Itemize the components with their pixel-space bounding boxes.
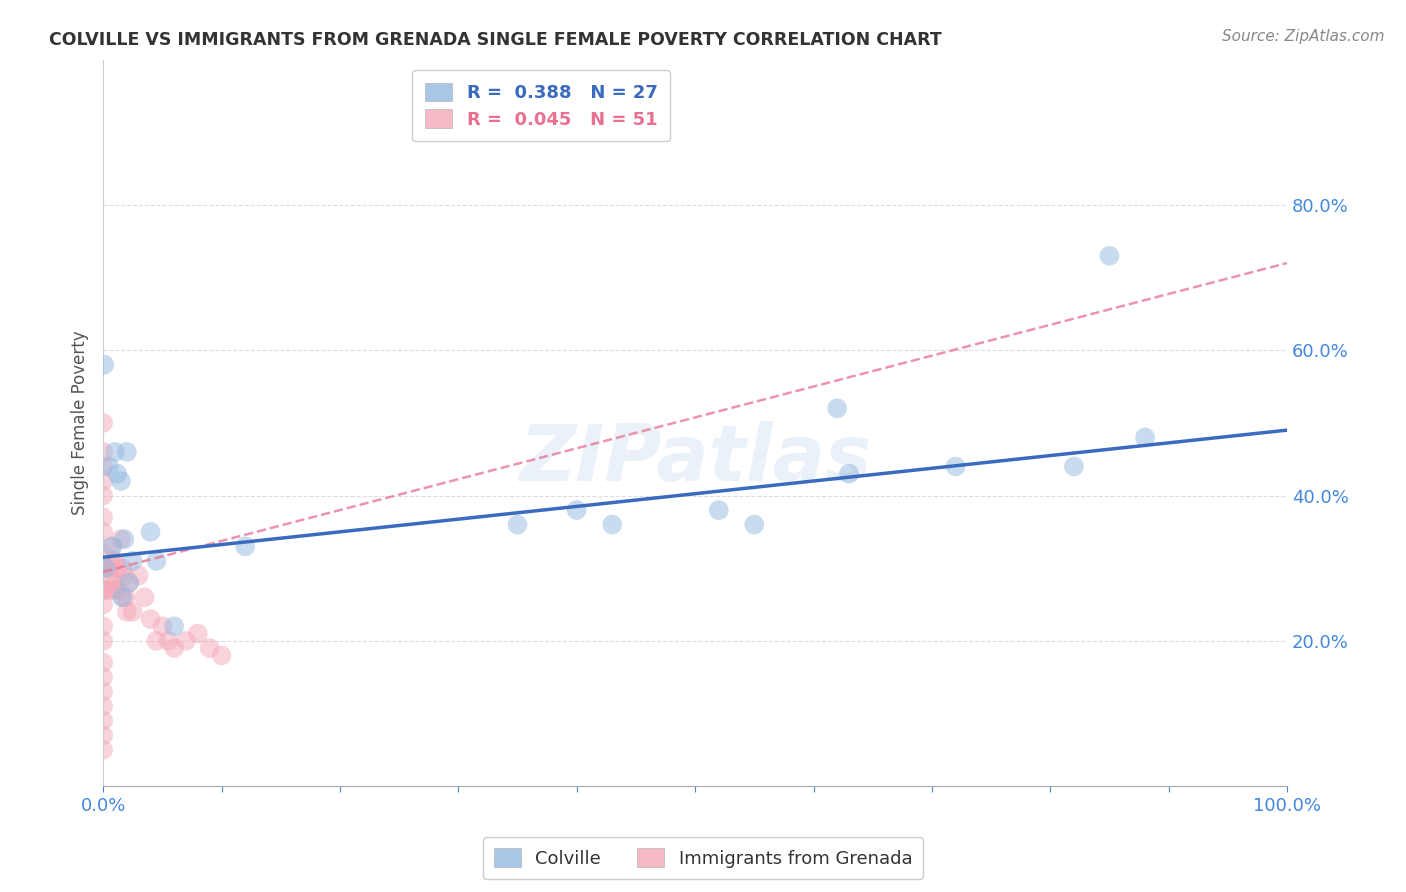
Text: Source: ZipAtlas.com: Source: ZipAtlas.com	[1222, 29, 1385, 44]
Point	[91, 416, 114, 430]
Point	[91, 582, 114, 597]
Point	[1133, 430, 1156, 444]
Point	[139, 524, 162, 539]
Point	[104, 445, 127, 459]
Point	[233, 540, 256, 554]
Point	[163, 641, 186, 656]
Point	[157, 633, 180, 648]
Point	[91, 547, 114, 561]
Point	[112, 591, 135, 605]
Point	[1098, 249, 1121, 263]
Point	[91, 684, 114, 698]
Legend: R =  0.388   N = 27, R =  0.045   N = 51: R = 0.388 N = 27, R = 0.045 N = 51	[412, 70, 671, 141]
Point	[98, 561, 121, 575]
Point	[91, 619, 114, 633]
Point	[93, 358, 115, 372]
Point	[91, 489, 114, 503]
Point	[105, 561, 128, 575]
Point	[163, 619, 186, 633]
Point	[91, 670, 114, 684]
Text: ZIPatlas: ZIPatlas	[519, 421, 872, 497]
Point	[91, 699, 114, 714]
Point	[145, 633, 167, 648]
Point	[121, 605, 143, 619]
Point	[103, 582, 125, 597]
Point	[128, 568, 150, 582]
Point	[145, 554, 167, 568]
Point	[115, 605, 138, 619]
Point	[115, 445, 138, 459]
Text: COLVILLE VS IMMIGRANTS FROM GRENADA SINGLE FEMALE POVERTY CORRELATION CHART: COLVILLE VS IMMIGRANTS FROM GRENADA SING…	[49, 31, 942, 49]
Point	[565, 503, 588, 517]
Legend: Colville, Immigrants from Grenada: Colville, Immigrants from Grenada	[482, 838, 924, 879]
Point	[187, 626, 209, 640]
Point	[98, 459, 121, 474]
Point	[198, 641, 221, 656]
Point	[506, 517, 529, 532]
Point	[118, 575, 141, 590]
Point	[101, 575, 124, 590]
Point	[91, 561, 114, 575]
Point	[111, 591, 134, 605]
Point	[134, 591, 156, 605]
Point	[174, 633, 197, 648]
Point	[114, 568, 136, 582]
Point	[91, 582, 114, 597]
Point	[91, 524, 114, 539]
Point	[91, 459, 114, 474]
Point	[825, 401, 848, 416]
Point	[1063, 459, 1085, 474]
Point	[105, 467, 128, 481]
Point	[100, 540, 122, 554]
Point	[600, 517, 623, 532]
Y-axis label: Single Female Poverty: Single Female Poverty	[72, 331, 89, 516]
Point	[91, 510, 114, 524]
Point	[150, 619, 173, 633]
Point	[104, 554, 127, 568]
Point	[91, 598, 114, 612]
Point	[139, 612, 162, 626]
Point	[91, 445, 114, 459]
Point	[211, 648, 233, 663]
Point	[110, 474, 132, 488]
Point	[91, 474, 114, 488]
Point	[110, 532, 132, 546]
Point	[101, 554, 124, 568]
Point	[104, 575, 127, 590]
Point	[121, 554, 143, 568]
Point	[91, 743, 114, 757]
Point	[107, 582, 129, 597]
Point	[838, 467, 860, 481]
Point	[118, 575, 141, 590]
Point	[945, 459, 967, 474]
Point	[707, 503, 730, 517]
Point	[114, 532, 136, 546]
Point	[91, 561, 114, 575]
Point	[91, 656, 114, 670]
Point	[98, 582, 121, 597]
Point	[101, 540, 124, 554]
Point	[91, 728, 114, 742]
Point	[742, 517, 765, 532]
Point	[91, 714, 114, 728]
Point	[94, 561, 117, 575]
Point	[114, 591, 136, 605]
Point	[111, 561, 134, 575]
Point	[91, 633, 114, 648]
